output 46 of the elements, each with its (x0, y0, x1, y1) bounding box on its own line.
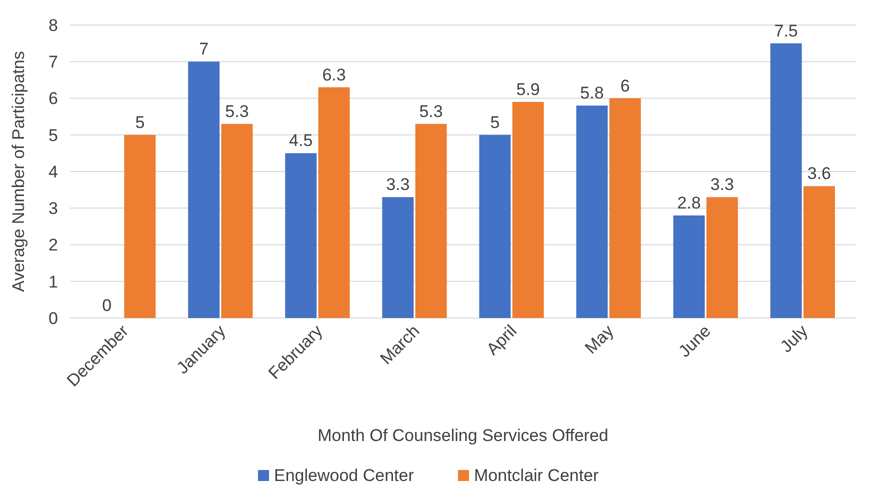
y-tick-label: 6 (48, 89, 58, 108)
data-label: 2.8 (677, 193, 701, 212)
data-label: 5.3 (225, 102, 249, 121)
y-tick-label: 7 (48, 52, 58, 72)
bar (609, 98, 641, 318)
bar (706, 197, 738, 318)
data-label: 7 (199, 40, 209, 59)
data-label: 0 (102, 296, 112, 315)
bar (512, 102, 544, 318)
data-label: 3.3 (710, 175, 734, 194)
data-label: 4.5 (289, 131, 313, 150)
data-label: 3.6 (807, 164, 832, 184)
bar (318, 87, 350, 318)
data-label: 7.5 (774, 21, 798, 40)
data-label: 5.3 (419, 102, 443, 121)
bar (770, 43, 802, 318)
x-tick-label: July (776, 321, 812, 356)
x-tick-label: May (581, 321, 618, 358)
bar (285, 153, 317, 318)
data-label: 6 (620, 76, 630, 96)
x-axis-title: Month Of Counseling Services Offered (318, 426, 608, 445)
bar (803, 186, 835, 318)
bar (382, 197, 414, 318)
data-label: 5 (490, 112, 500, 132)
data-label: 6.3 (322, 65, 346, 84)
bar (221, 124, 253, 318)
data-label: 5.9 (516, 80, 540, 99)
y-tick-label: 3 (48, 199, 58, 218)
data-label: 5 (135, 112, 145, 132)
bar (415, 124, 447, 318)
y-tick-label: 1 (48, 272, 58, 292)
bar (673, 215, 705, 318)
bar (188, 62, 220, 318)
data-label: 3.3 (386, 175, 410, 194)
y-tick-label: 0 (48, 308, 58, 328)
y-tick-label: 5 (48, 126, 58, 145)
legend-label: Montclair Center (474, 466, 600, 485)
bar (124, 134, 156, 318)
bar (479, 134, 511, 318)
y-tick-label: 8 (48, 16, 58, 35)
bar (576, 106, 608, 318)
y-tick-label: 4 (48, 162, 58, 182)
data-label: 5.8 (580, 84, 604, 103)
y-tick-label: 2 (48, 236, 58, 255)
y-axis-title: Average Number of Participatns (9, 51, 28, 292)
legend-label: Englewood Center (274, 466, 414, 485)
